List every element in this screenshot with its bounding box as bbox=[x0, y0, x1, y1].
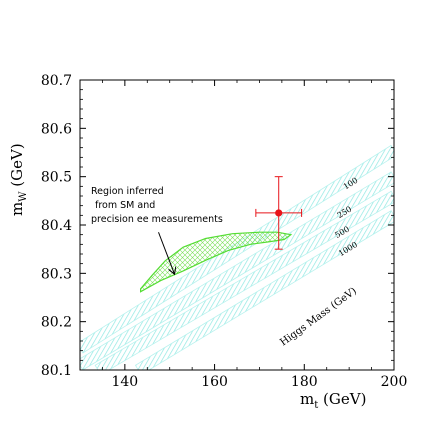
region-annotation-line-1: Region inferred bbox=[91, 186, 164, 197]
higgs-mass-title: Higgs Mass (GeV) bbox=[278, 286, 359, 349]
higgs-band-1000 bbox=[134, 210, 394, 370]
y-tick-label-6: 80.7 bbox=[41, 73, 72, 89]
region-annotation-line-3: precision ee measurements bbox=[91, 214, 223, 225]
x-axis-title: mt (GeV) bbox=[300, 390, 366, 411]
region-annotation-line-2: from SM and bbox=[95, 200, 155, 211]
y-axis-title-unit: (GeV) bbox=[8, 143, 26, 191]
higgs-bands bbox=[80, 144, 394, 370]
y-tick-label-2: 80.3 bbox=[41, 266, 72, 282]
y-axis-title-main: m bbox=[8, 202, 26, 216]
x-tick-label-200: 200 bbox=[381, 374, 408, 390]
measurement-point bbox=[275, 209, 283, 217]
y-tick-label-0: 80.1 bbox=[41, 363, 72, 379]
region-contour bbox=[140, 231, 293, 293]
region-arrow bbox=[158, 232, 175, 273]
measurement-point-group bbox=[255, 176, 303, 250]
y-axis-ticks: 80.1 80.2 80.3 80.4 80.5 80.6 80.7 bbox=[41, 73, 394, 379]
inferred-region bbox=[140, 231, 293, 293]
x-tick-label-180: 180 bbox=[291, 374, 318, 390]
x-tick-label-140: 140 bbox=[111, 374, 138, 390]
y-axis-title-sub: W bbox=[18, 191, 29, 202]
higgs-band-500 bbox=[94, 190, 394, 370]
x-axis-title-unit: (GeV) bbox=[318, 390, 366, 408]
higgs-band-250 bbox=[80, 171, 394, 370]
region-annotation: Region inferred from SM and precision ee… bbox=[91, 186, 223, 225]
y-tick-label-1: 80.2 bbox=[41, 315, 72, 331]
y-tick-label-3: 80.4 bbox=[41, 218, 72, 234]
x-axis-ticks: 140 160 180 200 bbox=[79, 80, 408, 390]
y-tick-label-5: 80.6 bbox=[41, 121, 72, 137]
x-axis-title-sub: t bbox=[314, 400, 318, 411]
x-tick-label-160: 160 bbox=[201, 374, 228, 390]
x-axis-title-main: m bbox=[300, 390, 314, 408]
higgs-band-100 bbox=[80, 144, 394, 354]
y-tick-label-4: 80.5 bbox=[41, 170, 72, 186]
y-axis-title: mW (GeV) bbox=[8, 143, 29, 216]
